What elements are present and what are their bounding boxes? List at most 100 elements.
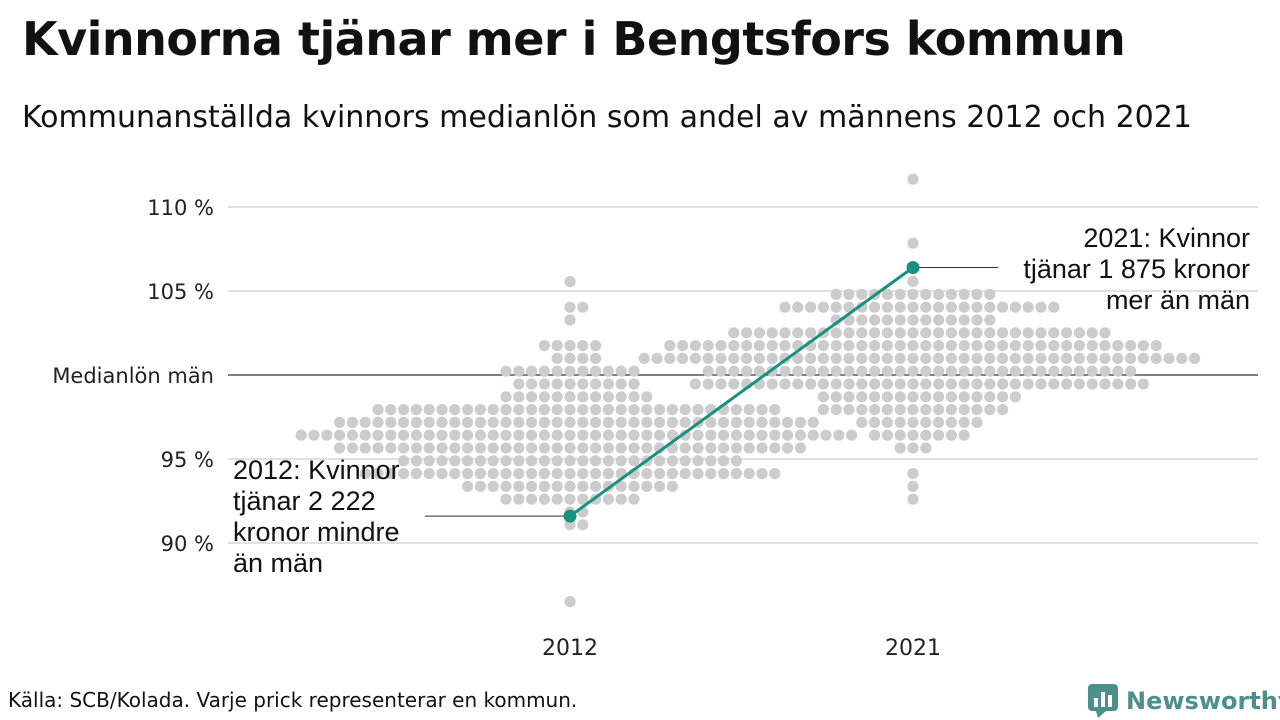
municipality-dot xyxy=(997,301,1009,313)
municipality-dot xyxy=(958,314,970,326)
municipality-dot xyxy=(1022,378,1034,390)
municipality-dot xyxy=(728,365,740,377)
municipality-dot xyxy=(564,429,576,441)
label-layer: 110 % 105 % Medianlön män 95 % 90 % 2012 2021 xyxy=(52,196,941,661)
annotation-2012-line: 2012: Kvinnor xyxy=(233,455,400,485)
municipality-dot xyxy=(907,365,919,377)
municipality-dot xyxy=(590,352,602,364)
municipality-dot xyxy=(728,352,740,364)
municipality-dot xyxy=(881,301,894,313)
municipality-dot xyxy=(805,327,817,339)
municipality-dot xyxy=(1061,378,1073,390)
municipality-dot xyxy=(715,352,727,364)
municipality-dot xyxy=(1048,301,1060,313)
municipality-dot xyxy=(830,288,842,300)
municipality-dot xyxy=(945,301,958,313)
municipality-dot xyxy=(564,416,576,428)
municipality-dot xyxy=(526,365,538,377)
municipality-dot xyxy=(1009,301,1022,313)
municipality-dot xyxy=(590,378,602,390)
municipality-dot xyxy=(984,365,996,377)
municipality-dot xyxy=(500,429,512,441)
municipality-dot xyxy=(359,468,371,480)
newsworthy-logo-icon xyxy=(1088,684,1118,718)
municipality-dot xyxy=(779,327,791,339)
municipality-dot xyxy=(628,365,640,377)
municipality-dot xyxy=(984,378,996,390)
municipality-dot xyxy=(564,314,576,326)
municipality-dot xyxy=(372,442,384,454)
municipality-dot xyxy=(856,314,868,326)
dots-layer xyxy=(295,173,1201,608)
municipality-dot xyxy=(590,391,602,403)
municipality-dot xyxy=(933,378,945,390)
municipality-dot xyxy=(817,365,830,377)
municipality-dot xyxy=(997,365,1009,377)
municipality-dot xyxy=(881,288,894,300)
municipality-dot xyxy=(958,365,970,377)
municipality-dot xyxy=(766,352,778,364)
municipality-dot xyxy=(971,378,983,390)
municipality-dot xyxy=(718,429,730,441)
municipality-dot xyxy=(881,416,894,428)
municipality-dot xyxy=(436,429,448,441)
municipality-dot xyxy=(817,340,830,352)
municipality-dot xyxy=(1086,378,1098,390)
municipality-dot xyxy=(564,596,576,608)
municipality-dot xyxy=(359,442,371,454)
municipality-dot xyxy=(715,340,727,352)
x-tick-label: 2012 xyxy=(542,636,598,661)
municipality-dot xyxy=(628,391,640,403)
municipality-dot xyxy=(730,416,743,428)
brand-logo[interactable]: Newsworthy xyxy=(1088,684,1280,718)
municipality-dot xyxy=(1163,352,1175,364)
municipality-dot xyxy=(933,365,945,377)
municipality-dot xyxy=(474,429,486,441)
municipality-dot xyxy=(1086,365,1098,377)
municipality-dot xyxy=(602,416,615,428)
municipality-dot xyxy=(500,480,512,492)
municipality-dot xyxy=(1189,352,1201,364)
municipality-dot xyxy=(487,455,499,467)
municipality-dot xyxy=(920,327,932,339)
municipality-dot xyxy=(1112,365,1124,377)
municipality-dot xyxy=(689,352,702,364)
municipality-dot xyxy=(1035,301,1047,313)
municipality-dot xyxy=(615,429,627,441)
municipality-dot xyxy=(551,468,563,480)
municipality-dot xyxy=(856,378,868,390)
municipality-dot xyxy=(1035,327,1047,339)
municipality-dot xyxy=(385,429,397,441)
municipality-dot xyxy=(779,340,791,352)
municipality-dot xyxy=(782,429,794,441)
municipality-dot xyxy=(564,378,576,390)
municipality-dot xyxy=(654,429,666,441)
municipality-dot xyxy=(564,519,576,531)
municipality-dot xyxy=(1125,365,1137,377)
municipality-dot xyxy=(500,404,512,416)
municipality-dot xyxy=(730,429,743,441)
municipality-dot xyxy=(984,404,996,416)
municipality-dot xyxy=(664,352,676,364)
municipality-dot xyxy=(945,429,958,441)
municipality-dot xyxy=(410,442,422,454)
municipality-dot xyxy=(679,404,691,416)
municipality-dot xyxy=(817,301,830,313)
municipality-dot xyxy=(500,455,512,467)
municipality-dot xyxy=(894,391,906,403)
municipality-dot xyxy=(513,365,525,377)
municipality-dot xyxy=(779,301,791,313)
municipality-dot xyxy=(359,429,371,441)
municipality-dot xyxy=(805,365,817,377)
municipality-dot xyxy=(666,404,679,416)
municipality-dot xyxy=(346,416,358,428)
municipality-dot xyxy=(551,365,563,377)
municipality-dot xyxy=(615,404,627,416)
municipality-dot xyxy=(590,442,602,454)
municipality-dot xyxy=(920,340,932,352)
municipality-dot xyxy=(756,416,768,428)
municipality-dot xyxy=(590,429,602,441)
municipality-dot xyxy=(756,442,768,454)
municipality-dot xyxy=(769,429,781,441)
municipality-dot xyxy=(538,455,551,467)
